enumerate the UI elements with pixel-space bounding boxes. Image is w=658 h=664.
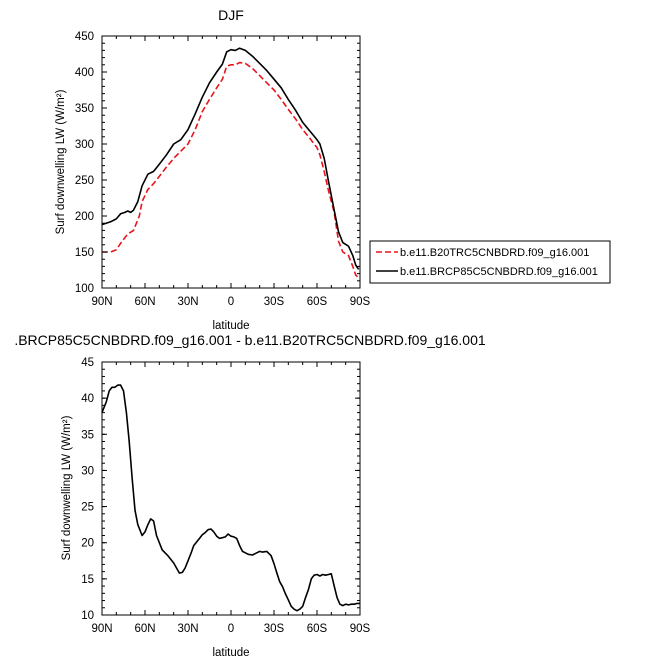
bottom-chart-title: .BRCP85C5CNBDRD.f09_g16.001 - b.e11.B20T… — [14, 332, 486, 348]
bottom-series-line-0 — [101, 384, 360, 612]
top-x-tick-label: 90S — [350, 296, 371, 308]
bottom-x-tick-label: 0 — [228, 623, 234, 635]
legend-label-rcp85: b.e11.BRCP85C5CNBDRD.f09_g16.001 — [400, 266, 598, 278]
top-y-axis-label: Surf downwelling LW (W/m²) — [55, 89, 67, 234]
top-x-tick-label: 0 — [228, 296, 234, 308]
top-x-tick-label: 30S — [264, 296, 285, 308]
top-y-axis: 100 150 200 250 300 350 400 450 — [75, 31, 360, 295]
bottom-x-tick-label: 60S — [307, 623, 328, 635]
top-series-line-0 — [102, 61, 360, 279]
bottom-y-tick-label: 35 — [81, 429, 94, 441]
top-y-tick-label: 400 — [75, 67, 94, 79]
top-y-tick-label: 150 — [75, 247, 94, 259]
bottom-x-tick-label: 30S — [264, 623, 285, 635]
bottom-y-tick-label: 30 — [81, 465, 94, 477]
top-y-tick-label: 200 — [75, 211, 94, 223]
bottom-plot-frame — [101, 361, 361, 616]
bottom-x-tick-label: 30N — [177, 623, 198, 635]
bottom-x-tick-label: 90N — [91, 623, 112, 635]
bottom-y-axis: 10 15 20 25 30 35 40 45 — [81, 357, 360, 622]
bottom-y-tick-label: 20 — [81, 538, 94, 550]
top-x-tick-label: 60N — [134, 296, 155, 308]
bottom-panel: .BRCP85C5CNBDRD.f09_g16.001 - b.e11.B20T… — [14, 332, 486, 659]
bottom-x-tick-label: 60N — [134, 623, 155, 635]
top-chart-title: DJF — [218, 7, 244, 23]
bottom-x-axis: 90N 60N 30N 0 30S 60S 90S — [91, 362, 371, 635]
legend-box — [369, 240, 611, 284]
top-x-tick-label: 60S — [307, 296, 328, 308]
top-x-tick-label: 30N — [177, 296, 198, 308]
legend: b.e11.B20TRC5CNBDRD.f09_g16.001 b.e11.BR… — [369, 240, 611, 284]
bottom-y-axis-label: Surf downwelling LW (W/m²) — [61, 415, 73, 560]
top-x-axis-label: latitude — [212, 320, 249, 332]
bottom-y-tick-label: 10 — [81, 610, 94, 622]
top-panel: DJF 90N 60N 30N 0 30S 60S 90S 100 150 200 250 300 3… — [55, 7, 611, 332]
bottom-y-tick-label: 15 — [81, 574, 94, 586]
bottom-y-tick-label: 45 — [81, 357, 94, 369]
top-y-tick-label: 100 — [75, 283, 94, 295]
top-y-tick-label: 250 — [75, 175, 94, 187]
top-y-tick-label: 450 — [75, 31, 94, 43]
top-x-axis: 90N 60N 30N 0 30S 60S 90S — [91, 36, 371, 308]
top-plot-area — [101, 47, 360, 279]
bottom-x-tick-label: 90S — [350, 623, 371, 635]
top-series-line-1 — [101, 47, 360, 270]
top-y-tick-label: 350 — [75, 103, 94, 115]
bottom-plot-area — [101, 384, 360, 612]
top-y-tick-label: 300 — [75, 139, 94, 151]
legend-label-historical: b.e11.B20TRC5CNBDRD.f09_g16.001 — [400, 247, 589, 259]
bottom-y-tick-label: 40 — [81, 393, 94, 405]
bottom-y-tick-label: 25 — [81, 502, 94, 514]
bottom-x-axis-label: latitude — [212, 647, 249, 659]
top-x-tick-label: 90N — [91, 296, 112, 308]
